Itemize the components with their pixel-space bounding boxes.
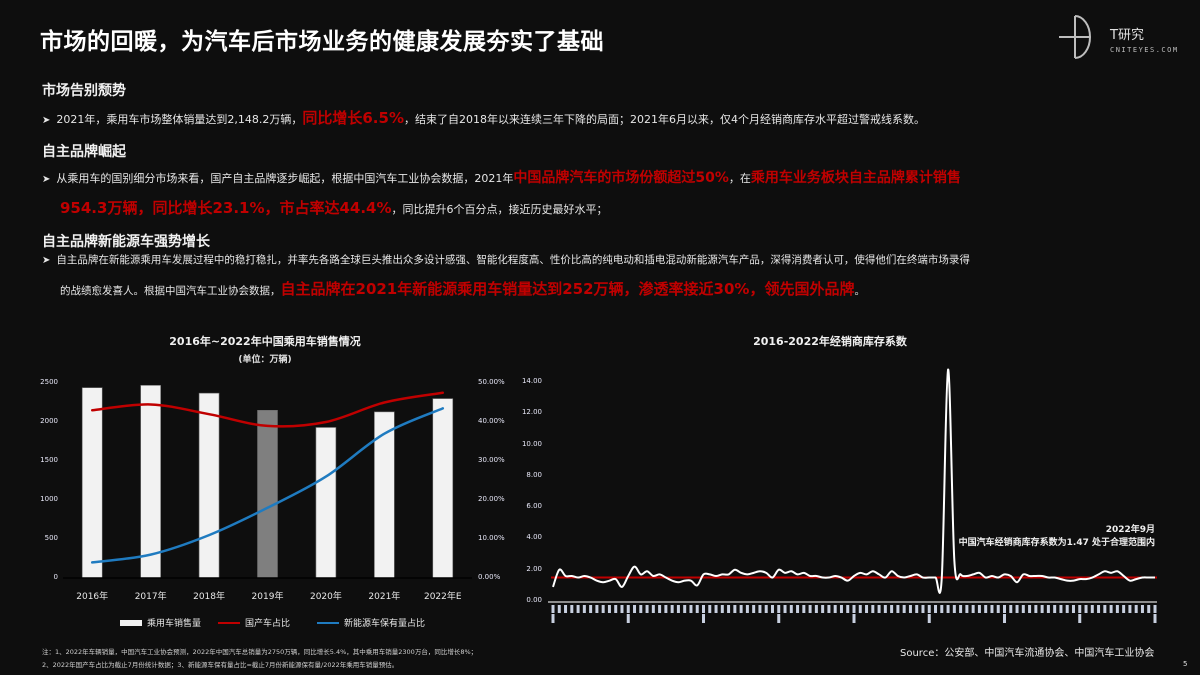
inventory-line [552, 368, 1155, 594]
x-tick: 2016年 [76, 592, 109, 602]
y-tick-right: 30.00% [478, 456, 505, 464]
bar-2018年 [198, 392, 220, 579]
highlight-text: 同比增长6.5% [302, 109, 404, 127]
y-tick-left: 0 [53, 573, 58, 581]
bar-2016年 [81, 387, 103, 579]
red-line-swatch-icon [218, 621, 240, 624]
footnote-1: 注：1、2022年车辆销量，中国汽车工业协会预测，2022年中国汽车总销量为27… [42, 648, 478, 656]
y-tick-left: 2000 [40, 417, 58, 425]
logo-mark-icon [1059, 15, 1091, 59]
text: ，在 [728, 172, 751, 185]
bullet-arrow-icon: ➤ [42, 255, 51, 266]
bar-swatch-icon [120, 619, 142, 626]
y-tick-left: 1000 [40, 495, 58, 503]
y-tick-right: 10.00% [478, 534, 505, 542]
left-chart-unit: (单位：万辆) [238, 355, 292, 365]
highlight-text: 乘用车业务板块自主品牌累计销售 [750, 170, 961, 186]
y-tick: 12.00 [521, 408, 542, 417]
bullet-nev-line1: ➤ 自主品牌在新能源乘用车发展过程中的稳打稳扎，并率先各路全球巨头推出众多设计感强… [42, 246, 970, 275]
x-tick: 2018年 [193, 592, 226, 602]
bullet-brand-rise-line2: 954.3万辆，同比增长23.1%，市占率达44.4%，同比提升6个百分点，接近… [42, 194, 608, 224]
y-tick: 8.00 [526, 470, 542, 479]
y-tick: 6.00 [526, 502, 542, 511]
y-tick: 4.00 [526, 533, 542, 542]
text: ，同比提升6个百分点，接近历史最好水平； [391, 203, 608, 216]
y-tick-left: 2500 [40, 378, 58, 386]
highlight-text: 自主品牌在2021年新能源乘用车销量达到252万辆，渗透率接近30%，领先国外品… [280, 280, 855, 298]
highlight-text: 中国品牌汽车的市场份额超过50% [513, 170, 729, 186]
page-number: 5 [1183, 660, 1188, 668]
x-tick: 2020年 [309, 592, 342, 602]
blue-line-swatch-icon [317, 621, 339, 624]
legend-item-domestic-share: 国产车占比 [218, 616, 290, 629]
bullet-market: ➤ 2021年，乘用车市场整体销量达到2,148.2万辆，同比增长6.5%，结束了… [42, 104, 925, 135]
x-tick: 2022年E [423, 592, 462, 602]
text: 2021年，乘用车市场整体销量达到2,148.2万辆， [56, 113, 303, 126]
y-tick: 10.00 [521, 439, 542, 448]
section-heading-market: 市场告别颓势 [42, 83, 126, 99]
sales-combo-chart [63, 385, 472, 579]
x-tick: 2019年 [251, 592, 284, 602]
text: 。 [854, 285, 865, 297]
bullet-arrow-icon: ➤ [42, 115, 51, 126]
y-tick-left: 500 [44, 534, 58, 542]
bullet-nev-line2: 的战绩愈发喜人。根据中国汽车工业协会数据，自主品牌在2021年新能源乘用车销量达… [42, 275, 865, 305]
line-新能源车保有量占比 [90, 407, 445, 564]
logo-name: T研究 [1110, 28, 1144, 43]
line-国产车占比 [90, 391, 445, 428]
page-title: 市场的回暖，为汽车后市场业务的健康发展夯实了基础 [40, 29, 604, 55]
bar-2020年 [315, 427, 337, 579]
bullet-arrow-icon: ➤ [42, 174, 51, 185]
x-tick: 2017年 [134, 592, 167, 602]
x-tick: 2021年 [368, 592, 401, 602]
logo-sub: CNITEYES.COM [1110, 46, 1179, 54]
legend-item-nev-share: 新能源车保有量占比 [317, 616, 425, 629]
y-tick-right: 0.00% [478, 573, 501, 581]
right-chart-title: 2016-2022年经销商库存系数 [753, 335, 907, 348]
footnote-2: 2、2022年国产车占比为截止7月份统计数据；3、新能源车保有量占比=截止7月份… [42, 661, 399, 669]
text: 自主品牌在新能源乘用车发展过程中的稳打稳扎，并率先各路全球巨头推出众多设计感强、… [56, 254, 970, 266]
y-tick: 0.00 [526, 596, 542, 604]
text: 的战绩愈发喜人。根据中国汽车工业协会数据， [60, 285, 281, 297]
y-tick-right: 40.00% [478, 417, 505, 425]
annotation-text: 中国汽车经销商库存系数为1.47 处于合理范围内 [958, 538, 1155, 548]
text: ，结束了自2018年以来连续三年下降的局面；2021年6月以来，仅4个月经销商库… [403, 113, 925, 126]
bar-2022年E [432, 398, 454, 579]
bar-2019年 [257, 409, 278, 579]
legend-item-sales: 乘用车销售量 [120, 616, 201, 629]
y-tick-left: 1500 [40, 456, 58, 464]
text: 从乘用车的国别细分市场来看，国产自主品牌逐步崛起，根据中国汽车工业协会数据，20… [56, 172, 514, 185]
bar-2017年 [140, 385, 161, 579]
logo: T研究 CNITEYES.COM [1058, 14, 1188, 62]
left-chart-title: 2016年~2022年中国乘用车销售情况 [169, 335, 361, 348]
bullet-brand-rise-line1: ➤ 从乘用车的国别细分市场来看，国产自主品牌逐步崛起，根据中国汽车工业协会数据，2… [42, 164, 961, 194]
annotation-date: 2022年9月 [1105, 525, 1155, 535]
y-tick: 2.00 [526, 564, 542, 573]
section-heading-brand-rise: 自主品牌崛起 [42, 144, 126, 160]
y-tick: 14.00 [521, 377, 542, 385]
y-tick-right: 50.00% [478, 378, 505, 386]
y-tick-right: 20.00% [478, 495, 505, 503]
section-heading-nev: 自主品牌新能源车强势增长 [42, 234, 210, 250]
source-note: Source：公安部、中国汽车流通协会、中国汽车工业协会 [900, 648, 1155, 659]
inventory-line-chart [548, 368, 1157, 623]
highlight-text: 954.3万辆，同比增长23.1%，市占率达44.4% [60, 199, 392, 217]
